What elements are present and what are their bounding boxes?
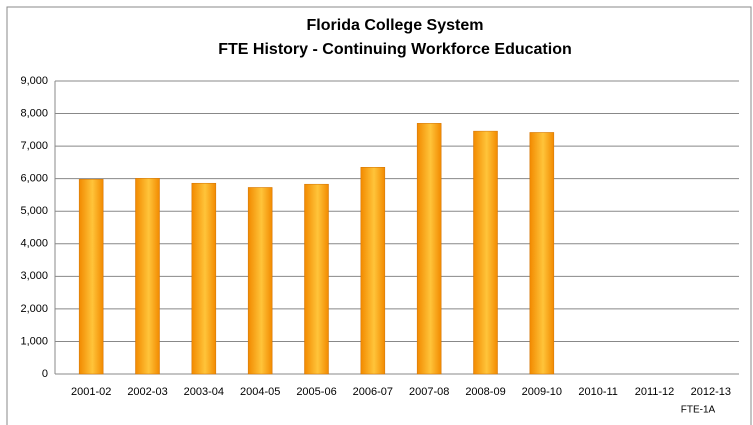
bar [135,178,160,375]
y-tick-label: 6,000 [20,173,48,185]
footnote: FTE-1A [681,405,716,416]
x-tick-label: 2009-10 [522,386,562,398]
x-tick-label: 2012-13 [691,386,731,398]
y-tick-label: 2,000 [20,303,48,315]
y-tick-label: 5,000 [20,205,48,217]
bar [304,183,329,375]
y-tick-label: 4,000 [20,238,48,250]
bar [78,179,104,375]
bar [191,182,217,375]
x-tick-label: 2010-11 [578,386,618,398]
y-tick-label: 8,000 [20,107,48,119]
y-tick-label: 1,000 [20,335,48,347]
x-tick-label: 2004-05 [240,386,280,398]
y-tick-label: 9,000 [20,75,48,87]
x-tick-label: 2002-03 [127,386,167,398]
bar [529,132,555,375]
x-tick-label: 2011-12 [635,386,675,398]
x-tick-label: 2001-02 [71,386,111,398]
x-tick-label: 2007-08 [409,386,449,398]
x-tick-label: 2006-07 [353,386,393,398]
chart-title: FTE History - Continuing Workforce Educa… [218,41,571,58]
x-tick-label: 2003-04 [184,386,224,398]
bar [247,187,273,375]
bar [360,167,386,375]
y-tick-label: 7,000 [20,140,48,152]
bar [473,130,498,375]
chart-title: Florida College System [307,17,484,34]
x-tick-label: 2005-06 [296,386,336,398]
x-tick-label: 2008-09 [465,386,505,398]
bar [416,123,442,375]
y-tick-label: 3,000 [20,270,48,282]
y-tick-label: 0 [42,368,48,380]
